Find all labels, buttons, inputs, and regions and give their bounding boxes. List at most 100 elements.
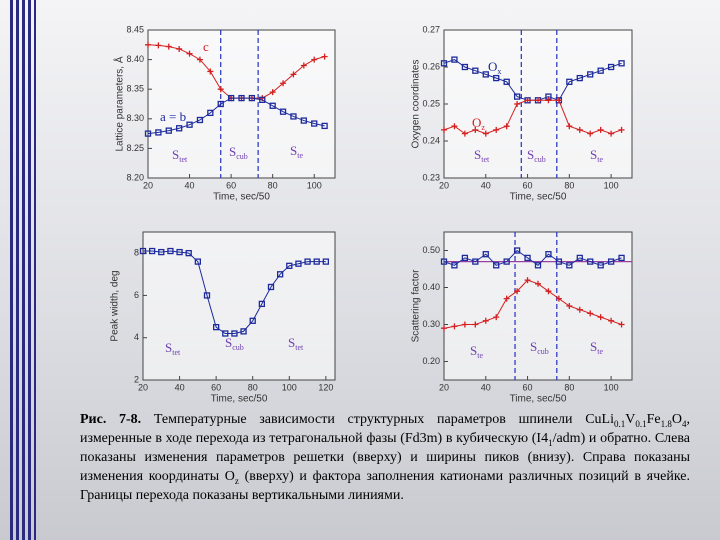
annotation-text: S — [530, 339, 537, 354]
annotation-text: c — [203, 39, 209, 54]
annotation-sub: te — [597, 347, 603, 356]
x-axis-label: Time, sec/50 — [510, 394, 567, 405]
y-tick-label: 0.30 — [422, 319, 440, 329]
annotation-sub: tet — [179, 155, 188, 164]
marker — [176, 45, 183, 52]
marker — [607, 258, 615, 265]
marker — [212, 323, 220, 331]
y-tick-label: 8.35 — [126, 84, 144, 94]
y-tick-label: 8 — [134, 248, 139, 258]
marker — [269, 89, 276, 96]
caption-run: Fe — [646, 412, 661, 427]
x-tick-label: 80 — [564, 382, 574, 392]
x-tick-label: 80 — [564, 180, 574, 190]
annotation: Ste — [290, 143, 303, 160]
marker — [249, 317, 256, 324]
y-tick-label: 0.40 — [422, 282, 440, 292]
x-tick-label: 40 — [185, 180, 195, 190]
marker — [576, 306, 583, 313]
caption-run: 1 — [548, 437, 553, 448]
annotation: Scub — [530, 339, 549, 356]
marker — [493, 314, 500, 321]
annotation-sub: z — [481, 123, 485, 132]
marker — [158, 248, 165, 256]
caption-run: V — [625, 412, 636, 427]
marker — [217, 100, 224, 108]
plot-area — [142, 231, 336, 381]
marker — [451, 56, 458, 63]
marker — [472, 126, 479, 133]
y-tick-label: 8.30 — [126, 113, 144, 123]
marker — [597, 67, 604, 74]
marker — [300, 62, 307, 69]
marker — [461, 321, 468, 328]
y-axis-label: Scattering factor — [411, 269, 422, 342]
y-tick-label: 0.24 — [422, 135, 440, 145]
series-line — [147, 97, 325, 135]
marker — [493, 126, 500, 133]
marker — [535, 280, 541, 287]
caption-run: 0.1 — [614, 418, 626, 429]
x-tick-label: 60 — [523, 180, 533, 190]
marker — [576, 74, 583, 82]
annotation-text: S — [229, 144, 236, 159]
marker — [503, 78, 510, 85]
marker — [222, 330, 229, 337]
marker — [322, 258, 330, 265]
x-tick-label: 40 — [481, 382, 491, 392]
marker — [451, 323, 458, 330]
marker — [186, 50, 193, 57]
annotation: Stet — [288, 335, 304, 352]
y-tick-label: 8.25 — [126, 143, 144, 153]
series-line — [443, 249, 622, 266]
marker — [276, 271, 284, 278]
y-tick-label: 0.27 — [422, 24, 440, 34]
marker — [259, 96, 266, 104]
marker — [618, 321, 625, 328]
x-tick-label: 120 — [318, 382, 333, 392]
x-axis-label: Time, sec/50 — [211, 394, 268, 405]
marker — [545, 97, 552, 104]
annotation: Stet — [172, 147, 188, 164]
marker — [514, 288, 521, 295]
marker — [280, 80, 287, 87]
marker — [597, 314, 604, 321]
marker — [144, 130, 152, 137]
marker — [555, 258, 563, 265]
marker — [587, 310, 594, 317]
marker — [194, 258, 202, 265]
marker — [472, 67, 479, 74]
x-tick-label: 20 — [439, 382, 449, 392]
y-tick-label: 6 — [134, 290, 139, 300]
caption-run: z — [234, 475, 239, 486]
x-tick-label: 20 — [143, 180, 153, 190]
marker — [524, 97, 531, 104]
caption-run: 4 — [682, 418, 687, 429]
marker — [155, 42, 162, 49]
marker — [608, 317, 615, 324]
marker — [461, 63, 469, 71]
annotation-text: O — [488, 59, 497, 74]
marker — [440, 60, 448, 67]
marker — [167, 247, 174, 255]
marker — [493, 262, 500, 269]
marker — [290, 113, 297, 120]
marker — [555, 295, 562, 302]
y-axis-label: Oxygen coordinates — [411, 60, 422, 149]
caption: Рис. 7-8. Температурные зависимости стру… — [80, 410, 690, 505]
annotation: Ste — [590, 339, 603, 356]
annotation-sub: te — [477, 351, 483, 360]
annotation-sub: x — [497, 67, 501, 76]
x-tick-label: 20 — [138, 382, 148, 392]
caption-run: 1.8 — [660, 418, 672, 429]
marker — [503, 123, 510, 130]
marker — [165, 43, 172, 50]
caption-run: Рис. 7-8. — [80, 412, 142, 427]
marker — [566, 303, 573, 309]
y-tick-label: 0.50 — [422, 245, 440, 255]
marker — [238, 94, 245, 102]
marker — [576, 126, 583, 133]
marker — [514, 101, 521, 107]
caption-run: /adm) и обратно. Слева показаны изменени… — [80, 431, 690, 484]
marker — [576, 254, 583, 262]
